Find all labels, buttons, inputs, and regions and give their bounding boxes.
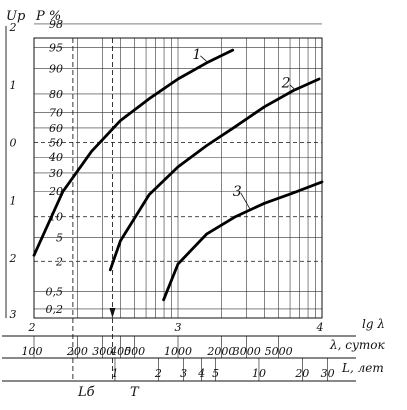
series-3-line (162, 180, 324, 302)
p-tick-label: 40 (48, 151, 63, 164)
lambda-tick-label: 2000 (206, 345, 235, 358)
p-tick-label: 2 (55, 255, 63, 268)
L-axis-label: L, лет (341, 361, 384, 375)
arrow-head (109, 308, 116, 318)
up-tick-label: 0 (10, 137, 17, 150)
series-1-line (32, 48, 235, 257)
p-tick-label: 50 (49, 137, 63, 150)
vline-label-T: T (130, 385, 140, 400)
series-3-label: 3 (233, 184, 242, 200)
L-tick-label: 20 (294, 367, 309, 380)
p-tick-label: 98 (49, 18, 63, 31)
up-axis-label: Up (6, 9, 26, 24)
L-tick-label: 2 (154, 367, 162, 380)
series-1-leader (200, 55, 209, 64)
p-tick-label: 5 (56, 232, 63, 245)
lg-axis-label: lg λ (362, 317, 385, 331)
lg-tick-label: 4 (316, 321, 324, 334)
L-tick-label: 4 (197, 367, 205, 380)
L-tick-label: 30 (321, 367, 335, 380)
p-tick-label: 95 (49, 42, 63, 55)
lambda-tick-label: 200 (66, 345, 88, 358)
p-tick-label: 70 (49, 106, 63, 119)
p-tick-label: 0,2 (46, 303, 64, 316)
p-tick-label: 30 (49, 167, 63, 180)
p-tick-label: 90 (49, 63, 63, 76)
up-tick-label: 3 (10, 308, 17, 321)
lambda-tick-label: 1000 (164, 345, 192, 358)
p-axis-label: P % (35, 9, 61, 24)
lg-tick-label: 2 (28, 321, 36, 334)
series-1-label: 1 (192, 47, 201, 63)
up-tick-label: 1 (10, 194, 17, 207)
lambda-tick-label: 400 (109, 345, 131, 358)
series-3-leader (240, 192, 251, 210)
p-tick-label: 60 (49, 122, 63, 135)
lambda-tick-label: 3000 (233, 345, 261, 358)
p-tick-label: 80 (49, 88, 63, 101)
p-tick-label: 20 (48, 185, 63, 198)
L-tick-label: 10 (252, 367, 266, 380)
vline-label-Lb: Lб (77, 385, 95, 400)
L-tick-label: 1 (111, 367, 118, 380)
up-tick-label: 1 (10, 79, 17, 92)
lambda-tick-label: 5000 (265, 345, 293, 358)
L-tick-label: 5 (212, 367, 219, 380)
series-2-line (108, 77, 321, 272)
plot-frame (33, 37, 323, 319)
up-tick-label: 2 (9, 252, 17, 265)
series-2-leader (289, 84, 297, 91)
L-tick-label: 3 (180, 367, 187, 380)
up-tick-label: 2 (9, 21, 17, 34)
lambda-tick-label: 300 (92, 345, 113, 358)
lambda-tick-label: 100 (22, 345, 43, 358)
lambda-axis-label: λ, суток (329, 338, 386, 352)
p-tick-label: 0,5 (46, 285, 64, 298)
series-2-label: 2 (281, 76, 291, 92)
lg-tick-label: 3 (175, 321, 182, 334)
lambda-tick-label: 500 (124, 345, 145, 358)
